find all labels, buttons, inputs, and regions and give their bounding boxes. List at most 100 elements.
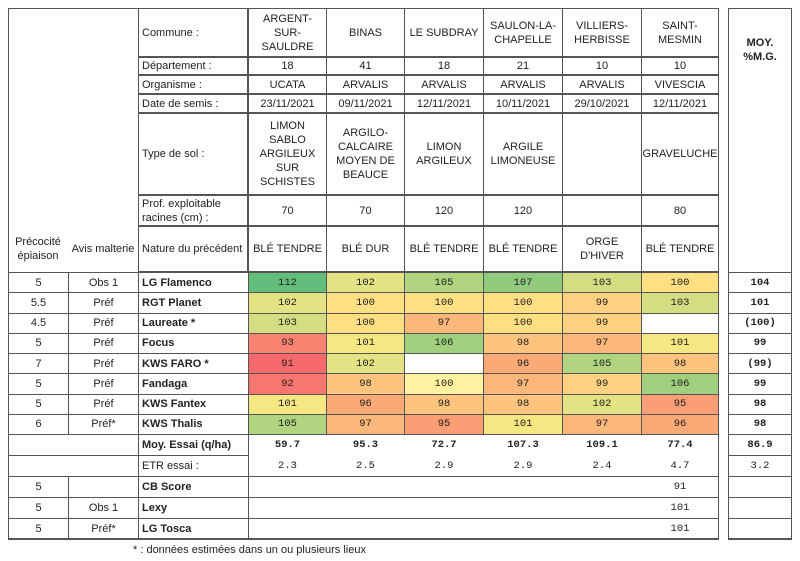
site-label: Organisme : — [138, 75, 248, 94]
site-label: Prof. exploitable racines (cm) : — [138, 195, 248, 226]
avis: Préf — [68, 312, 139, 334]
yield-cell: 105 — [248, 413, 327, 435]
other-value: 101 — [670, 523, 690, 535]
yield-cell — [404, 353, 484, 375]
site-value: 10 — [641, 57, 719, 75]
yield-cell: 98 — [404, 393, 484, 415]
site-value: 18 — [404, 57, 484, 75]
site-value: VILLIERS-HERBISSE — [562, 8, 642, 57]
site-value: 12/11/2021 — [404, 94, 484, 113]
yield-cell: 96 — [641, 413, 719, 435]
yield-cell: 99 — [562, 373, 642, 395]
yield-cell: 99 — [562, 292, 642, 314]
trial-frame — [248, 434, 719, 477]
variety-mean: (99) — [728, 353, 792, 375]
variety-name: Fandaga — [138, 373, 249, 395]
site-value: ORGE D'HIVER — [562, 226, 642, 272]
site-value: 70 — [326, 195, 405, 226]
other-mean-blank — [728, 476, 792, 498]
variety-mean: 99 — [728, 373, 792, 395]
variety-mean: 101 — [728, 292, 792, 314]
yield-cell: 100 — [404, 373, 484, 395]
other-mean-blank — [728, 518, 792, 540]
variety-name: Focus — [138, 332, 249, 354]
yield-cell: 100 — [404, 292, 484, 314]
site-value: SAINT-MESMIN — [641, 8, 719, 57]
variety-name: Lexy — [138, 497, 249, 519]
site-value: 12/11/2021 — [641, 94, 719, 113]
yield-cell: 103 — [562, 272, 642, 294]
site-value: 70 — [248, 195, 327, 226]
variety-name: LG Tosca — [138, 518, 249, 540]
yield-cell: 107 — [483, 272, 563, 294]
yield-cell: 92 — [248, 373, 327, 395]
yield-cell: 102 — [248, 292, 327, 314]
site-value: 18 — [248, 57, 327, 75]
yield-cell: 106 — [404, 332, 484, 354]
other-mean-blank — [728, 497, 792, 519]
trial-value: 72.7 — [431, 439, 457, 451]
yield-cell: 96 — [326, 393, 405, 415]
variety-name: KWS Fantex — [138, 393, 249, 415]
site-value: 120 — [483, 195, 563, 226]
site-label: Département : — [138, 57, 248, 75]
avis: Préf — [68, 393, 139, 415]
trial-mean: 3.2 — [728, 455, 792, 477]
trial-value: 95.3 — [352, 439, 379, 451]
avis: Préf — [68, 332, 139, 354]
precocite: 5 — [8, 272, 69, 294]
yield-cell: 98 — [483, 393, 563, 415]
site-value: ARGILE LIMONEUSE — [483, 113, 563, 195]
trial-value: 2.4 — [592, 460, 612, 472]
precocite: 5 — [8, 497, 69, 519]
variety-name: KWS Thalis — [138, 413, 249, 435]
trial-blank — [8, 434, 139, 456]
yield-cell: 101 — [326, 332, 405, 354]
trial-value: 109.1 — [586, 439, 618, 451]
site-value — [562, 113, 642, 195]
avis: Préf — [68, 353, 139, 375]
yield-cell: 105 — [404, 272, 484, 294]
trial-value: 59.7 — [274, 439, 301, 451]
site-value: ARGILO-CALCAIRE MOYEN DE BEAUCE — [326, 113, 405, 195]
precocite: 5 — [8, 393, 69, 415]
yield-cell: 95 — [404, 413, 484, 435]
trial-blank — [8, 455, 139, 477]
site-value: 41 — [326, 57, 405, 75]
yield-cell: 100 — [483, 312, 563, 334]
yield-cell: 103 — [248, 312, 327, 334]
site-value — [562, 195, 642, 226]
variety-name: LG Flamenco — [138, 272, 249, 294]
site-value: 23/11/2021 — [248, 94, 327, 113]
site-label: Commune : — [138, 8, 248, 57]
site-value: 120 — [404, 195, 484, 226]
site-value: BLÉ TENDRE — [641, 226, 719, 272]
avis-header: Avis malterie — [71, 243, 135, 255]
site-value: LE SUBDRAY — [404, 8, 484, 57]
yield-cell: 100 — [326, 312, 405, 334]
yield-cell: 97 — [562, 413, 642, 435]
avis: Préf — [68, 292, 139, 314]
yield-cell: 102 — [326, 272, 405, 294]
site-value: GRAVELUCHE — [641, 113, 719, 195]
trial-label: ETR essai : — [138, 455, 249, 477]
other-value: 91 — [673, 481, 687, 493]
avis: Préf — [68, 373, 139, 395]
yield-cell: 101 — [248, 393, 327, 415]
site-value: SAULON-LA-CHAPELLE — [483, 8, 563, 57]
yield-cell: 96 — [483, 353, 563, 375]
yield-cell: 102 — [326, 353, 405, 375]
variety-mean: 99 — [728, 332, 792, 354]
yield-cell — [641, 312, 719, 334]
variety-mean: 98 — [728, 413, 792, 435]
trial-value: 2.9 — [513, 460, 533, 472]
variety-mean: (100) — [728, 312, 792, 334]
site-value: 21 — [483, 57, 563, 75]
variety-mean: 104 — [728, 272, 792, 294]
variety-name: Laureate * — [138, 312, 249, 334]
variety-mean: 98 — [728, 393, 792, 415]
site-value: LIMON SABLO ARGILEUX SUR SCHISTES — [248, 113, 327, 195]
avis: Obs 1 — [68, 272, 139, 294]
precocite: 5 — [8, 476, 69, 498]
yield-cell: 97 — [326, 413, 405, 435]
